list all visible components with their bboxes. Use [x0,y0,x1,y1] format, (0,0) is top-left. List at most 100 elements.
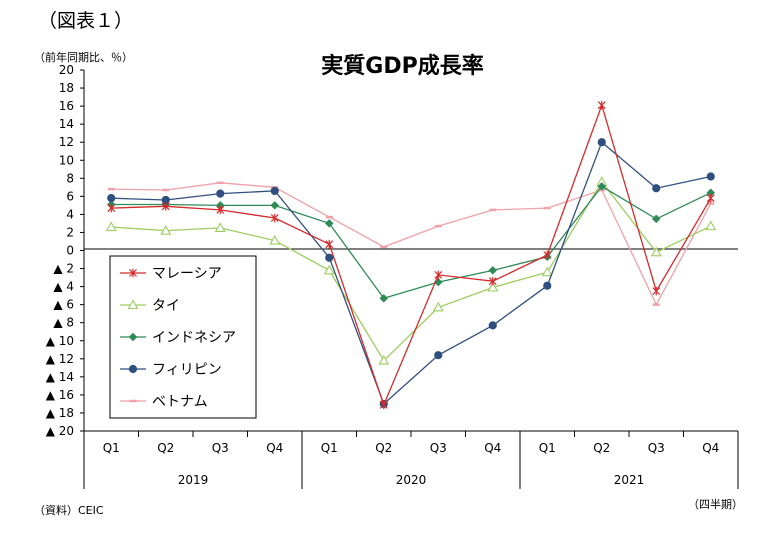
chart-title: 実質GDP成長率 [321,54,484,79]
data-point [652,286,661,296]
series-line [111,103,712,407]
y-tick-label: ▲ 6 [53,298,74,312]
y-tick-label: ▲ 12 [46,352,74,366]
x-tick-label: Q3 [212,441,229,455]
year-label: 2019 [178,473,209,487]
legend-item: インドネシア [120,330,236,346]
legend-label: ベトナム [152,394,208,410]
data-point [705,220,717,231]
y-tick-label: ▲ 14 [46,370,74,384]
data-point [129,268,137,278]
data-point [107,194,116,203]
x-tick-label: Q4 [484,441,501,455]
source-label: （資料）CEIC [34,504,104,517]
data-point [325,239,334,249]
data-point [706,193,715,203]
data-point [270,213,279,223]
data-point [324,219,334,228]
data-point [488,276,497,286]
data-point [269,234,281,245]
data-point [487,281,499,292]
data-point [270,201,280,210]
data-point [161,201,170,211]
y-tick-label: ▲ 18 [46,406,74,420]
series-line [111,141,711,406]
y-tick-label: ▲ 16 [46,388,74,402]
y-axis-unit-label: （前年同期比、％） [34,51,133,64]
data-point [107,203,116,213]
data-point [325,253,334,262]
y-tick-label: 14 [59,117,74,131]
legend-item: タイ [120,298,180,314]
data-point [488,266,498,275]
legend-label: マレーシア [152,266,222,282]
legend-item: マレーシア [120,266,222,282]
x-tick-label: Q1 [103,441,120,455]
legend-label: インドネシア [152,330,236,346]
data-point [379,293,389,303]
figure-label: （図表１） [38,10,134,32]
data-point [543,250,552,260]
x-tick-label: Q4 [702,441,719,455]
data-point [488,321,497,330]
y-tick-label: 18 [59,81,74,95]
x-tick-label: Q1 [321,441,338,455]
y-tick-label: 20 [59,63,74,77]
series-1 [107,100,715,410]
data-point [216,205,225,215]
series-layer [105,100,717,410]
data-point [160,225,172,235]
data-point [706,172,715,181]
x-tick-label: Q2 [593,441,610,455]
y-tick-label: 12 [59,135,74,149]
data-point [597,138,606,147]
data-point [651,214,661,224]
legend-label: フィリピン [152,362,222,378]
x-tick-label: Q2 [157,441,174,455]
year-label: 2020 [396,473,427,487]
y-tick-label: 2 [66,225,74,239]
data-point [216,189,225,198]
series-line [111,182,712,307]
data-point [128,332,138,342]
legend-item: ベトナム [120,394,208,410]
x-tick-label: Q2 [375,441,392,455]
data-point [597,182,607,191]
x-tick-label: Q3 [648,441,665,455]
legend-label: タイ [152,298,180,314]
data-point [541,266,553,277]
series-2 [105,176,717,365]
data-point [128,364,138,374]
y-tick-label: ▲ 20 [46,424,74,438]
data-point [652,184,661,193]
y-tick-label: ▲ 2 [53,262,74,276]
data-point [214,222,226,232]
data-point [127,299,139,310]
data-point [432,301,444,312]
y-tick-label: 8 [66,171,74,185]
y-tick-label: ▲ 8 [53,316,74,330]
y-tick-label: ▲ 4 [53,280,74,294]
data-point [434,351,443,360]
data-point [650,246,662,257]
data-point [379,400,388,410]
x-tick-label: Q3 [430,441,447,455]
data-point [323,264,335,275]
data-point [597,100,606,110]
period-label: （四半期） [688,498,743,511]
year-label: 2021 [614,473,645,487]
data-point [543,281,552,290]
series-line [111,180,712,362]
data-point [270,186,279,196]
y-tick-label: ▲ 10 [46,334,74,348]
y-tick-label: 4 [66,207,74,221]
data-point [378,354,390,365]
data-point [105,221,117,232]
x-tick-label: Q1 [539,441,556,455]
data-point [434,270,443,280]
x-tick-label: Q4 [266,441,283,455]
legend-item: フィリピン [120,362,222,378]
